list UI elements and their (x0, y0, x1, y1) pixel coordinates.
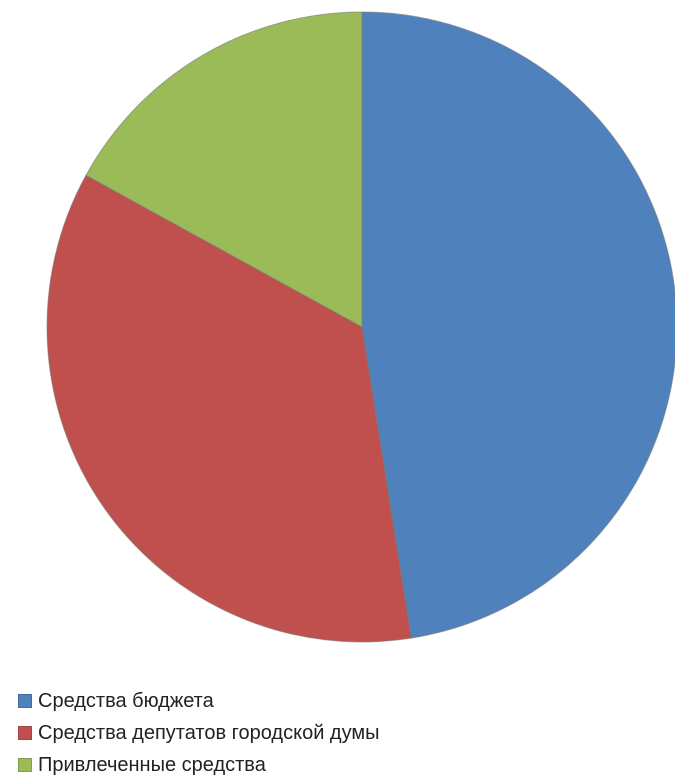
pie-slice-deputies (46, 174, 412, 643)
legend-label-deputies: Средства депутатов городской думы (38, 721, 380, 744)
legend: Средства бюджета Средства депутатов горо… (18, 685, 380, 781)
legend-item-deputies: Средства депутатов городской думы (18, 717, 380, 749)
legend-item-budget: Средства бюджета (18, 685, 380, 717)
legend-item-attracted: Привлеченные средства (18, 749, 380, 781)
pie-slice-budget (361, 11, 675, 639)
legend-swatch-deputies (18, 726, 32, 740)
legend-label-attracted: Привлеченные средства (38, 753, 266, 776)
legend-swatch-budget (18, 694, 32, 708)
pie-plot-area (46, 11, 675, 643)
legend-label-budget: Средства бюджета (38, 689, 214, 712)
pie-slice-attracted (85, 11, 363, 328)
legend-swatch-attracted (18, 758, 32, 772)
